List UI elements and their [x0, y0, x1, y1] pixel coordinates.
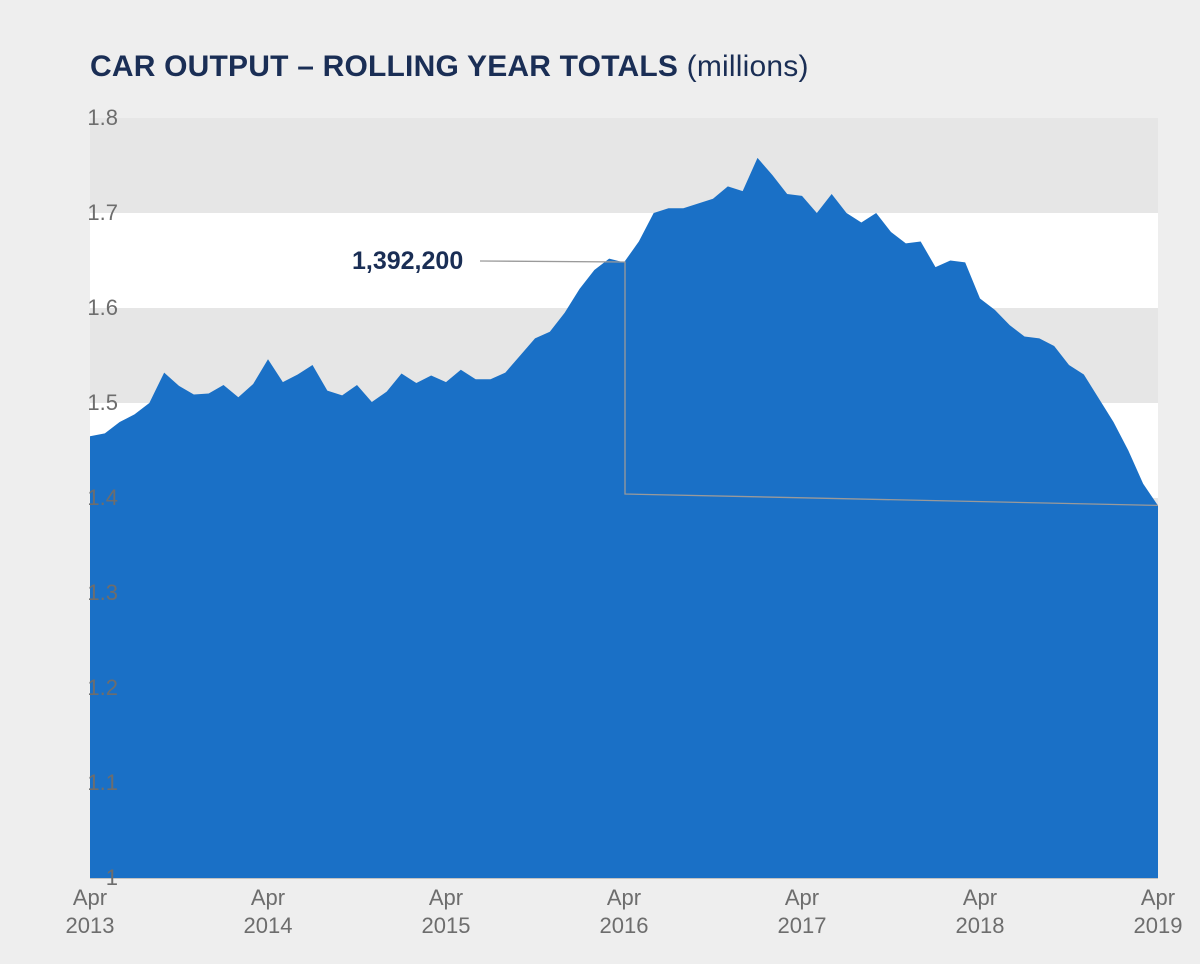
y-tick-label: 1.4: [87, 485, 118, 511]
area-chart-svg: [90, 118, 1158, 878]
y-tick-label: 1.5: [87, 390, 118, 416]
y-tick-label: 1.3: [87, 580, 118, 606]
x-axis-line: [90, 878, 1158, 879]
chart-title: CAR OUTPUT – ROLLING YEAR TOTALS (millio…: [90, 50, 809, 84]
annotation-label: 1,392,200: [352, 247, 463, 276]
y-tick-label: 1.2: [87, 675, 118, 701]
y-tick-label: 1.1: [87, 770, 118, 796]
x-tick-label: Apr 2016: [600, 884, 649, 939]
area-fill: [90, 158, 1158, 878]
x-tick-label: Apr 2019: [1134, 884, 1183, 939]
title-bold: CAR OUTPUT – ROLLING YEAR TOTALS: [90, 50, 678, 83]
x-tick-label: Apr 2013: [66, 884, 115, 939]
x-tick-label: Apr 2015: [422, 884, 471, 939]
y-tick-label: 1.8: [87, 105, 118, 131]
x-tick-label: Apr 2014: [244, 884, 293, 939]
y-tick-label: 1.7: [87, 200, 118, 226]
y-tick-label: 1.6: [87, 295, 118, 321]
x-tick-label: Apr 2017: [778, 884, 827, 939]
x-tick-label: Apr 2018: [956, 884, 1005, 939]
title-light: (millions): [678, 50, 809, 83]
